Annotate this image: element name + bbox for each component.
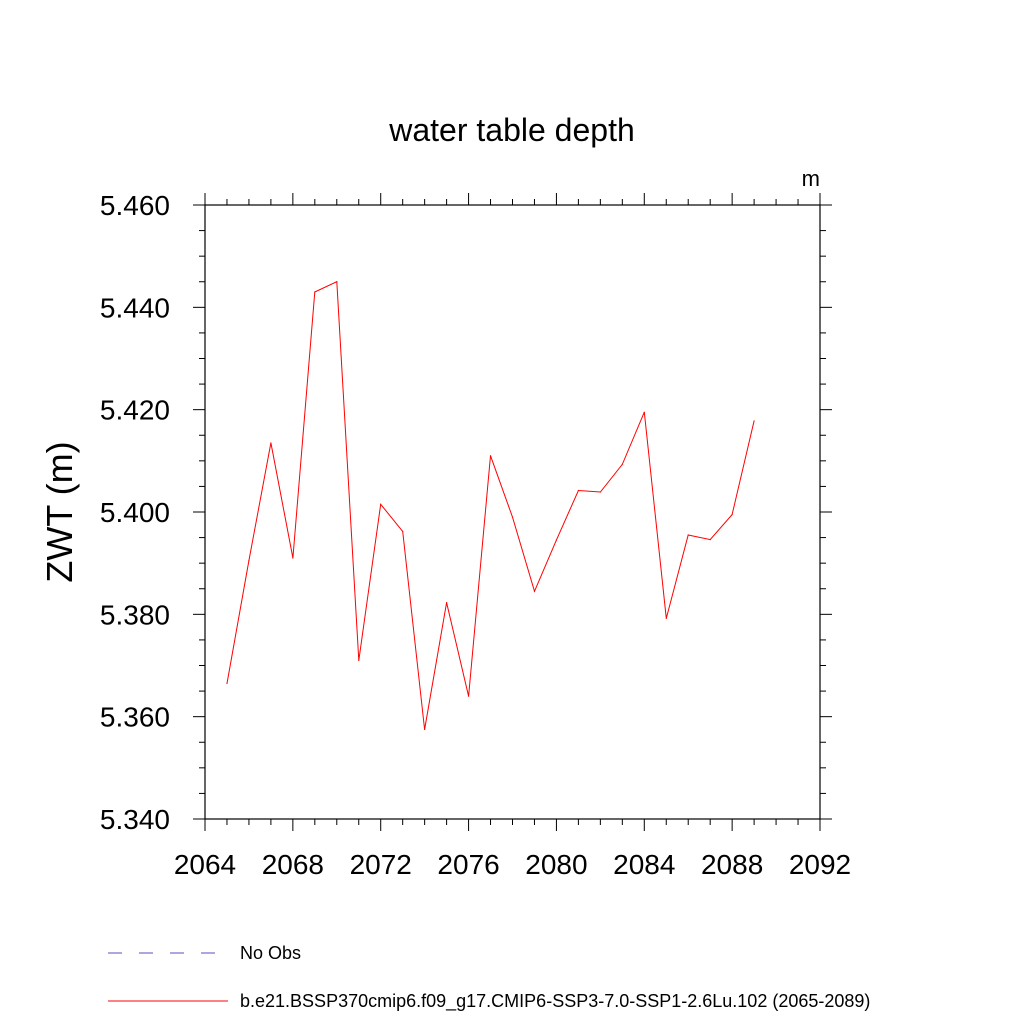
- x-tick-label: 2088: [701, 849, 763, 880]
- data-point: [314, 291, 316, 293]
- data-point: [599, 491, 601, 493]
- data-point: [489, 455, 492, 457]
- series-line: [226, 280, 755, 730]
- data-point: [577, 489, 579, 492]
- y-tick-label: 5.460: [100, 190, 170, 221]
- legend-label: b.e21.BSSP370cmip6.f09_g17.CMIP6-SSP3-7.…: [240, 991, 870, 1012]
- data-point: [467, 695, 470, 697]
- series-layer: [226, 280, 755, 731]
- data-point: [665, 617, 667, 620]
- x-tick-label: 2068: [262, 849, 324, 880]
- y-tick-label: 5.420: [100, 395, 170, 426]
- data-point: [380, 503, 382, 505]
- data-point: [687, 534, 689, 536]
- data-point: [621, 463, 623, 466]
- legend-label: No Obs: [240, 943, 301, 963]
- data-point: [753, 420, 755, 422]
- legend: No Obs b.e21.BSSP370cmip6.f09_g17.CMIP6-S…: [108, 943, 870, 1012]
- data-point: [226, 682, 228, 685]
- plot-frame: [204, 204, 821, 820]
- y-tick-label: 5.400: [100, 497, 170, 528]
- x-tick-label: 2064: [174, 849, 236, 880]
- data-point: [709, 539, 711, 541]
- x-tick-label: 2092: [789, 849, 851, 880]
- y-axis: 5.340 5.360 5.380 5.400 5.420 5.440 5.460: [100, 190, 832, 835]
- y-tick-label: 5.440: [100, 292, 170, 323]
- x-tick-label: 2084: [613, 849, 675, 880]
- x-tick-label: 2080: [525, 849, 587, 880]
- chart-title: water table depth: [388, 112, 635, 148]
- x-tick-label: 2076: [437, 849, 499, 880]
- x-axis: 2064 2068 2072 2076 2080 2084 2088 2092: [174, 193, 851, 880]
- y-tick-label: 5.380: [100, 599, 170, 630]
- data-point: [533, 590, 536, 592]
- data-point: [336, 281, 338, 283]
- data-point: [446, 601, 448, 604]
- data-point: [424, 728, 426, 731]
- y-tick-label: 5.340: [100, 804, 170, 835]
- y-tick-label: 5.360: [100, 702, 170, 733]
- data-point: [270, 442, 272, 444]
- data-point: [292, 557, 294, 559]
- data-point: [402, 530, 404, 533]
- units-label: m: [802, 166, 820, 191]
- data-point: [555, 539, 558, 541]
- data-point: [511, 516, 514, 518]
- x-tick-label: 2072: [350, 849, 412, 880]
- data-point: [731, 513, 733, 516]
- data-point: [248, 560, 250, 562]
- y-axis-label: ZWT (m): [39, 441, 80, 582]
- data-point: [643, 411, 645, 413]
- data-point: [358, 659, 360, 661]
